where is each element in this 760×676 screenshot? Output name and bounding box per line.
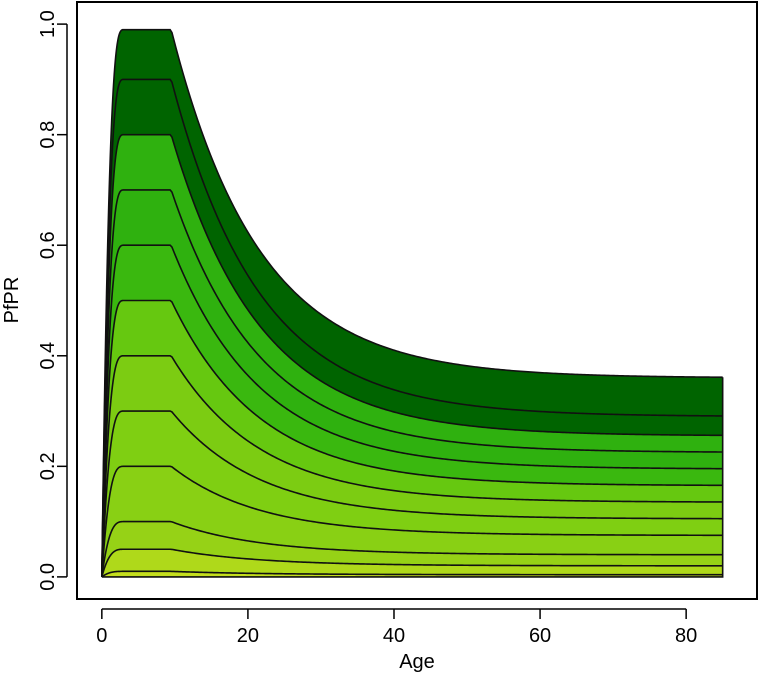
area-band-8 [101,411,723,577]
x-axis-title: Age [399,651,435,673]
area-band-4 [101,189,723,577]
area-band-10 [101,521,723,577]
y-tick-label: 0.0 [37,563,59,591]
curve-line-6 [101,299,723,577]
x-tick-label: 40 [383,625,405,647]
area-band-5 [101,245,723,577]
x-tick-label: 60 [529,625,551,647]
y-axis: 0.0 0.2 0.4 0.6 0.8 1.0 [37,10,68,591]
curve-line-8 [101,410,723,577]
curve-line-11 [101,548,723,578]
curve-line-4 [101,189,723,577]
area-outline [101,377,724,578]
curve-line-3 [101,133,723,577]
curve-line-1 [101,28,723,577]
y-tick-label: 1.0 [37,10,59,38]
curve-line-10 [101,520,723,577]
y-axis-title: PfPR [1,277,23,324]
area-band-12 [101,571,723,577]
x-tick-label: 20 [237,625,259,647]
y-tick-label: 0.4 [37,342,59,370]
x-tick-label: 0 [96,625,107,647]
area-band-2 [101,79,723,577]
area-band-7 [101,355,723,577]
curve-line-7 [101,354,723,577]
curve-line-12 [101,570,723,578]
x-axis: 0 20 40 60 80 [96,608,697,647]
area-band-6 [101,300,723,577]
area-band-3 [101,134,723,577]
area-band-11 [101,549,723,577]
curve-line-9 [101,465,723,577]
y-tick-label: 0.2 [37,452,59,480]
x-tick-label: 80 [675,625,697,647]
y-tick-label: 0.8 [37,121,59,149]
curve-line-2 [101,78,723,577]
area-band-9 [101,466,723,577]
curve-lines [101,28,724,578]
y-tick-label: 0.6 [37,231,59,259]
plot-frame [76,1,758,600]
area-bands [101,29,723,577]
curve-line-5 [101,244,723,577]
